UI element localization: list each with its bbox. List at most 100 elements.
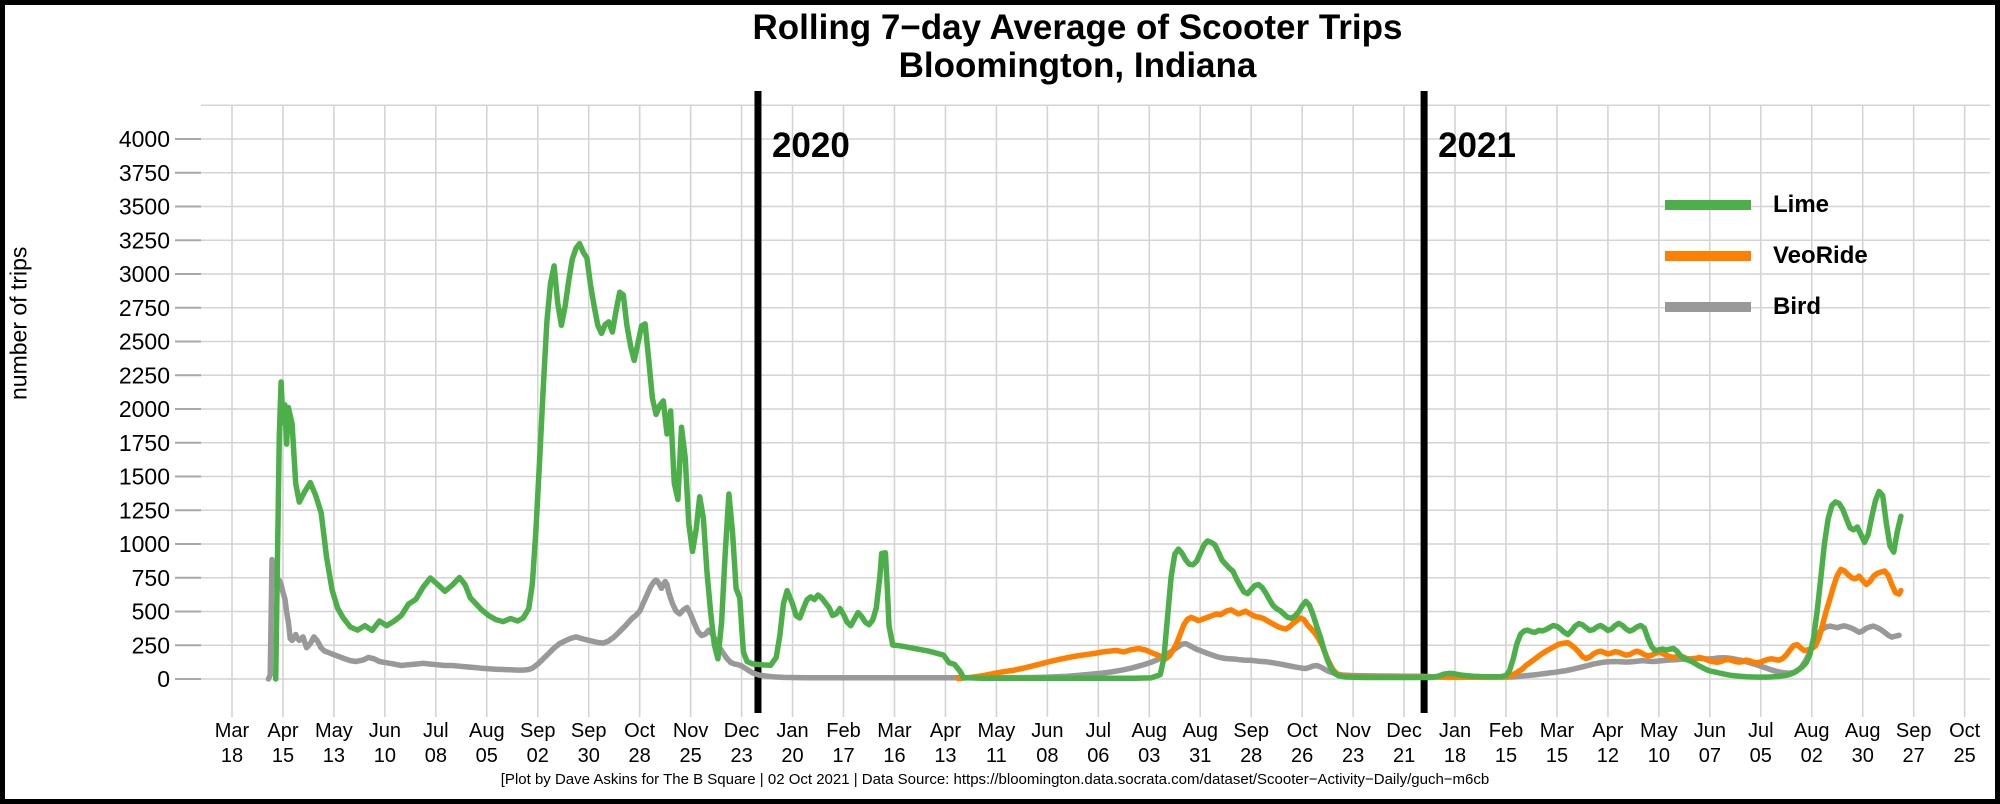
x-axis-tick-month: May (978, 720, 1016, 742)
x-axis-tick-day: 15 (1546, 745, 1568, 767)
x-axis-tick-month: Aug (1182, 720, 1218, 742)
x-axis-tick-day: 11 (986, 745, 1007, 767)
x-axis-tick-month: Jun (1031, 720, 1063, 742)
bird-line-swatch (1665, 301, 1751, 312)
x-axis-tick-day: 28 (629, 745, 651, 767)
lime-line-swatch (1665, 199, 1751, 210)
x-axis-tick-day: 25 (1954, 745, 1976, 767)
chart-title-line2: Bloomington, Indiana (898, 46, 1257, 85)
y-axis-tick-label: 3250 (119, 227, 170, 253)
y-axis-tick-label: 1000 (119, 531, 170, 557)
x-axis-tick-day: 16 (883, 745, 905, 767)
x-axis-tick-month: Nov (1335, 720, 1371, 742)
x-axis-tick-month: Mar (1540, 720, 1575, 742)
y-axis-tick-label: 3000 (119, 261, 170, 287)
x-axis-tick-day: 13 (323, 745, 345, 767)
legend-item-lime: Lime (1665, 179, 1868, 230)
x-axis-tick-month: Oct (624, 720, 656, 742)
x-axis-tick-month: May (1640, 720, 1678, 742)
x-axis-tick-day: 23 (730, 745, 752, 767)
x-axis-tick-month: Sep (571, 720, 607, 742)
x-axis-tick-month: Aug (1845, 720, 1881, 742)
y-axis-tick-label: 4000 (119, 126, 170, 152)
x-axis-tick-day: 30 (1852, 745, 1874, 767)
x-axis-tick-day: 06 (1087, 745, 1109, 767)
x-axis-tick-month: Apr (930, 720, 961, 742)
x-axis-tick-month: Jun (369, 720, 401, 742)
x-axis-tick-day: 12 (1597, 745, 1619, 767)
x-axis-tick-month: Dec (1386, 720, 1422, 742)
legend-label-lime: Lime (1773, 190, 1830, 218)
x-axis-tick-day: 25 (680, 745, 702, 767)
source-caption: [Plot by Dave Askins for The B Square | … (500, 771, 1490, 788)
x-axis-tick-day: 13 (934, 745, 956, 767)
x-axis-tick-day: 28 (1240, 745, 1262, 767)
x-axis-tick-day: 10 (374, 745, 396, 767)
x-axis-tick-month: Jul (1748, 720, 1774, 742)
x-axis-tick-month: Apr (1592, 720, 1623, 742)
x-axis-tick-day: 18 (221, 745, 243, 767)
veoride-line-swatch (1665, 250, 1751, 261)
y-axis-tick-label: 3500 (119, 194, 170, 220)
y-axis-tick-label: 3750 (119, 160, 170, 186)
x-axis-tick-month: Apr (267, 720, 298, 742)
x-axis-tick-day: 21 (1393, 745, 1415, 767)
x-axis-tick-month: Aug (469, 720, 505, 742)
x-axis-tick-month: Aug (1794, 720, 1830, 742)
x-axis-tick-day: 30 (578, 745, 600, 767)
y-axis-tick-label: 1250 (119, 497, 170, 523)
x-axis-tick-month: Jan (776, 720, 808, 742)
x-axis-tick-day: 15 (272, 745, 294, 767)
legend-label-bird: Bird (1773, 292, 1821, 320)
legend-label-veoride: VeoRide (1773, 241, 1868, 269)
x-axis-tick-day: 18 (1444, 745, 1466, 767)
x-axis-tick-month: Aug (1131, 720, 1167, 742)
x-axis-tick-day: 27 (1903, 745, 1925, 767)
x-axis-tick-month: Sep (520, 720, 556, 742)
x-axis-tick-day: 03 (1138, 745, 1160, 767)
x-axis-tick-month: Feb (1489, 720, 1523, 742)
x-axis-tick-day: 05 (476, 745, 498, 767)
lime-line (272, 240, 1904, 682)
x-axis-tick-day: 17 (832, 745, 854, 767)
x-axis-tick-day: 02 (1801, 745, 1823, 767)
x-axis-tick-day: 02 (527, 745, 549, 767)
x-axis-tick-month: Sep (1233, 720, 1269, 742)
x-axis-tick-month: Nov (673, 720, 709, 742)
x-axis-tick-month: Mar (877, 720, 912, 742)
x-axis-tick-month: Dec (724, 720, 760, 742)
x-axis-tick-day: 23 (1342, 745, 1364, 767)
x-axis-tick-day: 08 (1036, 745, 1058, 767)
y-axis-tick-label: 0 (157, 666, 170, 692)
x-axis-tick-day: 31 (1189, 745, 1211, 767)
y-axis-tick-label: 1500 (119, 464, 170, 490)
y-axis-tick-label: 2750 (119, 295, 170, 321)
x-axis-tick-month: Oct (1287, 720, 1319, 742)
x-axis-tick-day: 08 (425, 745, 447, 767)
x-axis-tick-month: Jun (1694, 720, 1726, 742)
y-axis-tick-label: 2250 (119, 362, 170, 388)
x-axis-tick-month: Jan (1439, 720, 1471, 742)
y-axis-tick-label: 1750 (119, 430, 170, 456)
legend-item-bird: Bird (1665, 281, 1868, 332)
chart-title: Rolling 7−day Average of Scooter Trips B… (165, 9, 1990, 85)
x-axis-tick-month: Sep (1896, 720, 1932, 742)
x-axis-tick-day: 05 (1750, 745, 1772, 767)
x-axis-tick-month: May (315, 720, 353, 742)
x-axis-tick-day: 10 (1648, 745, 1670, 767)
x-axis-tick-month: Jul (1086, 720, 1112, 742)
chart-title-line1: Rolling 7−day Average of Scooter Trips (752, 8, 1403, 47)
veoride-line (955, 566, 1904, 682)
x-axis-tick-month: Mar (215, 720, 250, 742)
legend-item-veoride: VeoRide (1665, 230, 1868, 281)
x-axis-tick-day: 20 (781, 745, 803, 767)
x-axis-tick-month: Feb (826, 720, 860, 742)
y-axis-tick-label: 2000 (119, 396, 170, 422)
legend: Lime VeoRide Bird (1665, 179, 1868, 332)
x-axis-tick-day: 15 (1495, 745, 1517, 767)
x-axis-tick-day: 07 (1699, 745, 1721, 767)
y-axis-tick-label: 500 (132, 599, 170, 625)
year-label: 2020 (772, 126, 850, 165)
y-axis-tick-label: 250 (132, 632, 170, 658)
